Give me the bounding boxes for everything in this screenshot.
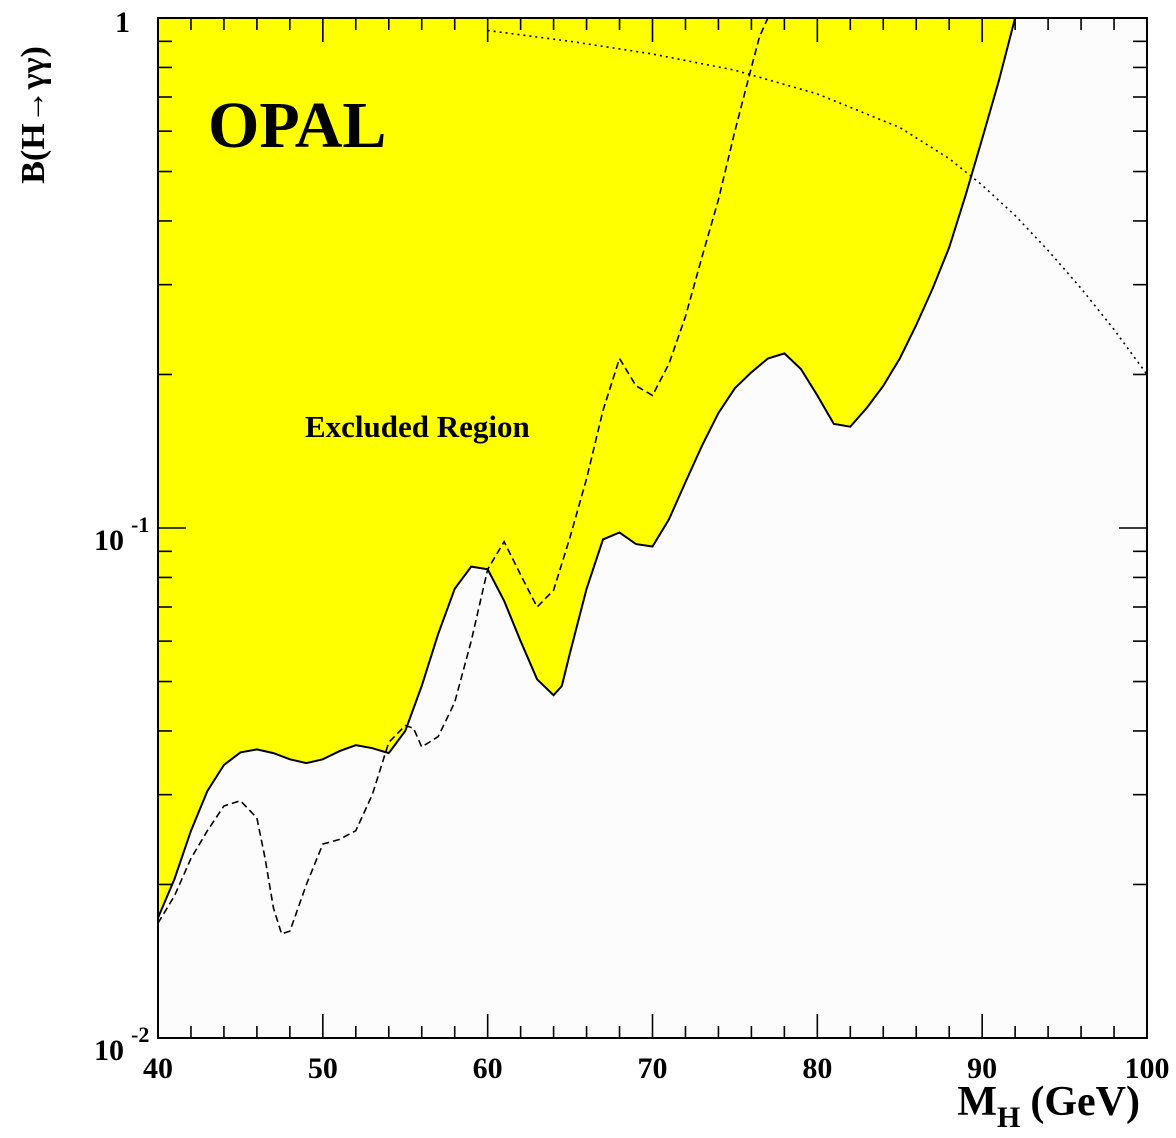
x-axis-label: MH (GeV): [957, 1079, 1140, 1134]
x-axis-label-main: M: [957, 1079, 997, 1125]
x-tick-labels: 40 50 60 70 80 90 100: [143, 1052, 1170, 1085]
x-tick-label: 50: [308, 1052, 338, 1085]
y-tick-label: 10: [94, 524, 124, 557]
x-tick-label: 90: [967, 1052, 997, 1085]
plot-area: [157, 17, 1148, 1039]
y-tick-label: 10: [94, 1034, 124, 1067]
excluded-region: [158, 18, 1016, 918]
x-tick-label: 40: [143, 1052, 173, 1085]
x-tick-label: 100: [1125, 1052, 1170, 1085]
x-tick-label: 60: [473, 1052, 503, 1085]
ticks-group: [157, 18, 1148, 1039]
chart-title: OPAL: [208, 89, 386, 162]
y-tick-label-exponent: -2: [131, 1022, 149, 1047]
x-tick-label: 80: [802, 1052, 832, 1085]
y-tick-labels: 1 10 -1 10 -2: [94, 6, 149, 1067]
series-group: [158, 18, 1147, 935]
y-tick-label: 1: [115, 6, 130, 39]
x-tick-label: 70: [638, 1052, 668, 1085]
y-axis-label: B(H→γγ): [15, 46, 52, 184]
excluded-region-label: Excluded Region: [305, 409, 530, 444]
series-line-solid: [158, 18, 1017, 919]
plot-clip: [158, 18, 1147, 935]
series-line-dashed: [158, 18, 769, 935]
y-tick-label-exponent: -1: [131, 512, 149, 537]
x-axis-label-sub: H: [997, 1101, 1020, 1134]
x-axis-label-unit: (GeV): [1030, 1079, 1140, 1125]
